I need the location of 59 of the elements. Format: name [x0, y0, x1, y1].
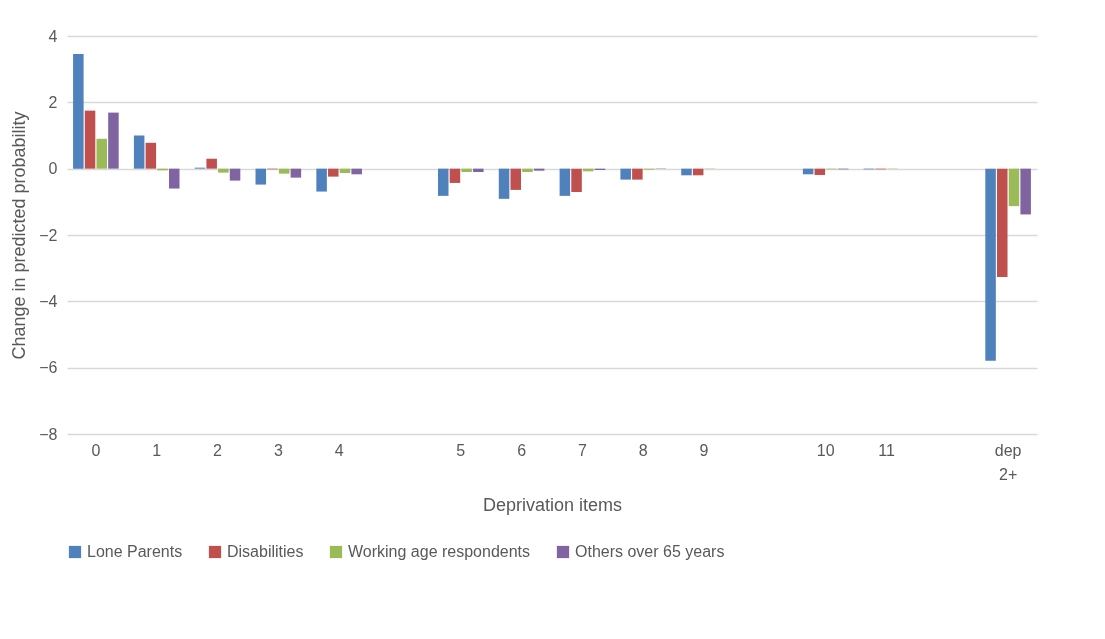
y-tick-label: −2 — [39, 226, 58, 244]
y-tick-label: −4 — [39, 292, 58, 310]
bar — [84, 110, 96, 169]
bar — [328, 168, 339, 177]
legend-label: Others over 65 years — [575, 543, 725, 560]
x-tick-label: 4 — [334, 441, 344, 459]
y-tick-label: 4 — [48, 27, 58, 45]
x-axis-title: Deprivation items — [482, 494, 623, 515]
bar — [620, 168, 631, 180]
y-tick-label: 0 — [48, 160, 58, 178]
x-tick-label: dep 2+ — [994, 441, 1022, 483]
bar — [437, 168, 449, 196]
bar — [498, 168, 510, 199]
bar — [559, 168, 571, 196]
bar — [108, 112, 119, 169]
bar — [278, 168, 290, 174]
bar — [255, 168, 267, 185]
x-tick-label: 2 — [213, 441, 223, 459]
bar — [290, 168, 302, 178]
x-tick-label: 6 — [517, 441, 527, 459]
bar — [133, 135, 145, 169]
y-tick-label: 2 — [48, 93, 58, 111]
bar — [632, 168, 643, 180]
bar — [681, 168, 692, 176]
bar — [449, 168, 461, 183]
x-tick-label: 0 — [91, 441, 101, 459]
bar — [73, 53, 84, 169]
x-tick-label: 8 — [638, 441, 648, 459]
bar — [316, 168, 327, 192]
bar — [522, 168, 533, 172]
bar — [461, 168, 472, 172]
bar — [218, 168, 229, 173]
bar — [985, 168, 996, 361]
bar — [510, 168, 522, 190]
x-tick-label: 3 — [273, 441, 283, 459]
bar — [229, 168, 241, 181]
y-tick-label: −8 — [39, 425, 58, 443]
bar — [168, 168, 180, 189]
x-tick-label: 11 — [878, 441, 895, 459]
y-tick-label: −6 — [39, 359, 58, 377]
bar — [473, 168, 484, 172]
bar — [206, 158, 217, 169]
bar — [145, 142, 157, 169]
x-tick-label: 7 — [577, 441, 587, 459]
bar — [96, 138, 107, 169]
legend-label: Working age respondents — [348, 543, 531, 560]
legend-label: Lone Parents — [87, 543, 183, 560]
x-tick-label: 1 — [152, 441, 162, 459]
bar — [351, 168, 362, 175]
x-tick-label: 9 — [699, 441, 709, 459]
x-tick-label: 10 — [816, 441, 835, 459]
bar — [1020, 168, 1031, 215]
y-axis-title: Change in predicted probability — [9, 111, 30, 360]
bar — [571, 168, 582, 192]
bar — [1008, 168, 1020, 207]
x-tick-label: 5 — [456, 441, 466, 459]
bar — [814, 168, 826, 175]
bar — [997, 168, 1008, 278]
legend-label: Disabilities — [227, 543, 304, 560]
